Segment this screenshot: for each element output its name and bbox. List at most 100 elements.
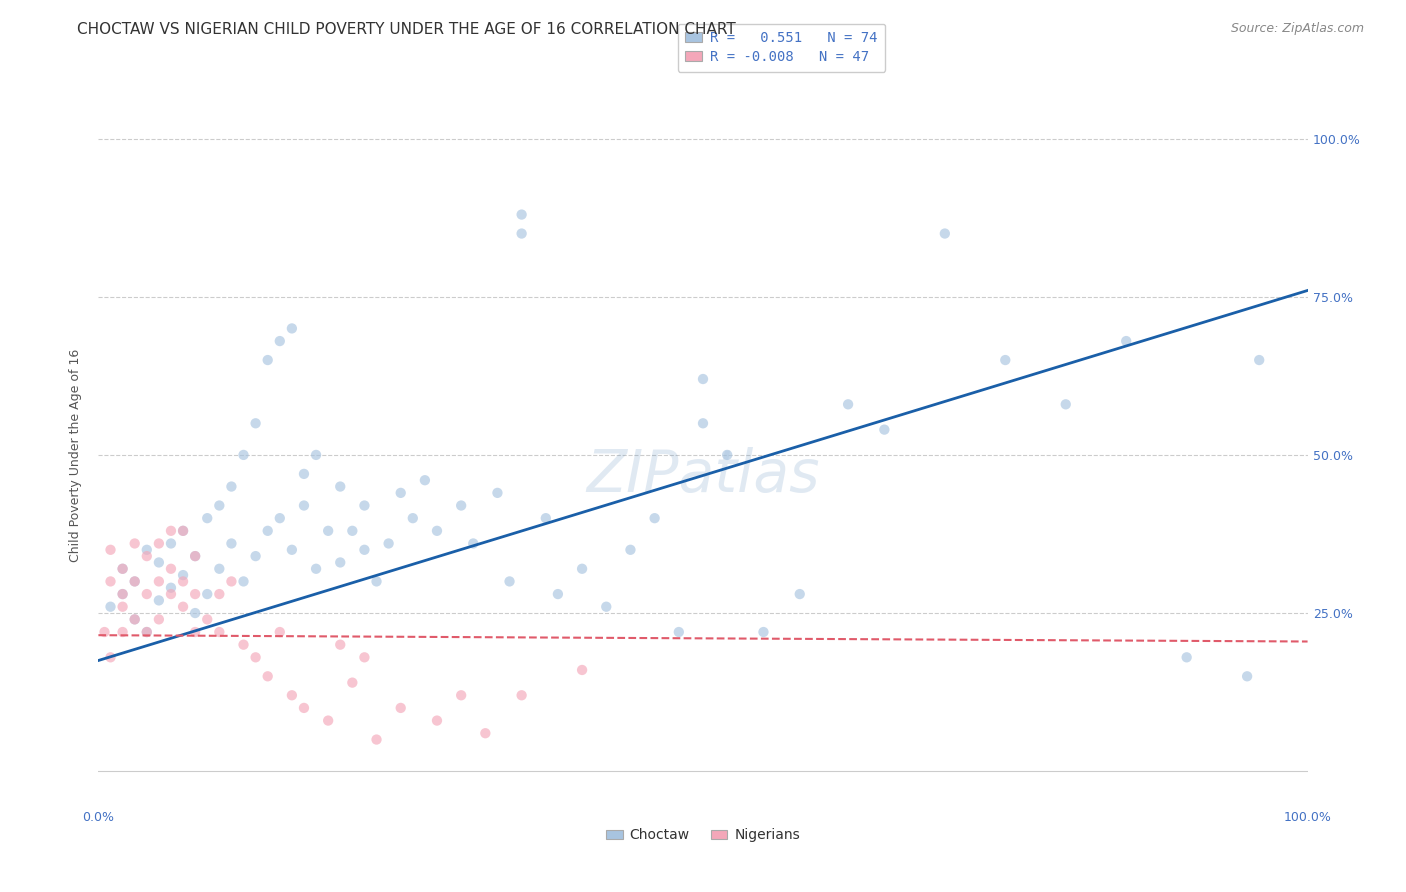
Point (135, 587, 157, 601)
Point (692, 372, 714, 386)
Point (160, 536, 183, 550)
Point (135, 549, 157, 563)
Point (160, 587, 183, 601)
Point (148, 593, 170, 607)
Point (148, 536, 170, 550)
Point (111, 562, 134, 576)
Text: Source: ZipAtlas.com: Source: ZipAtlas.com (1230, 22, 1364, 36)
Point (184, 549, 207, 563)
Point (172, 574, 194, 589)
Point (692, 417, 714, 431)
Point (135, 625, 157, 640)
Point (124, 574, 146, 589)
Point (160, 562, 183, 576)
Point (366, 574, 388, 589)
Point (547, 587, 569, 601)
Point (571, 663, 593, 677)
Point (789, 587, 811, 601)
Point (245, 650, 267, 665)
Point (353, 650, 375, 665)
Point (426, 524, 449, 538)
Point (232, 574, 254, 589)
Point (160, 581, 183, 595)
Point (100, 574, 122, 589)
Point (184, 606, 207, 620)
Point (281, 542, 304, 557)
Point (208, 625, 231, 640)
Point (305, 448, 328, 462)
Point (1054, 397, 1077, 411)
Point (184, 625, 207, 640)
Point (292, 467, 315, 481)
Point (353, 542, 375, 557)
Point (305, 562, 328, 576)
Point (221, 574, 243, 589)
Point (281, 688, 304, 702)
Point (292, 701, 315, 715)
Point (752, 625, 775, 640)
Point (195, 612, 218, 626)
Point (1249, 353, 1271, 368)
Point (1236, 669, 1258, 683)
Point (195, 587, 218, 601)
Point (160, 524, 183, 538)
Point (595, 599, 617, 614)
Point (486, 486, 509, 500)
Point (873, 423, 896, 437)
Point (619, 542, 641, 557)
Point (111, 599, 134, 614)
Point (256, 669, 278, 683)
Point (389, 701, 412, 715)
Point (426, 714, 449, 728)
Point (837, 397, 859, 411)
Point (100, 599, 122, 614)
Point (245, 417, 267, 431)
Point (474, 726, 496, 740)
Point (463, 536, 485, 550)
Point (329, 638, 352, 652)
Point (644, 511, 666, 525)
Point (232, 448, 254, 462)
Text: CHOCTAW VS NIGERIAN CHILD POVERTY UNDER THE AGE OF 16 CORRELATION CHART: CHOCTAW VS NIGERIAN CHILD POVERTY UNDER … (77, 22, 737, 37)
Y-axis label: Child Poverty Under the Age of 16: Child Poverty Under the Age of 16 (69, 348, 83, 562)
Text: ZIPatlas: ZIPatlas (586, 447, 820, 504)
Point (256, 353, 278, 368)
Point (172, 524, 194, 538)
Point (510, 227, 533, 241)
Point (221, 479, 243, 493)
Point (221, 536, 243, 550)
Point (329, 479, 352, 493)
Point (534, 511, 557, 525)
Point (316, 714, 339, 728)
Point (100, 650, 122, 665)
Point (111, 587, 134, 601)
Point (124, 536, 146, 550)
Point (571, 562, 593, 576)
Legend: Choctaw, Nigerians: Choctaw, Nigerians (600, 823, 806, 848)
Point (510, 208, 533, 222)
Point (716, 448, 738, 462)
Point (124, 612, 146, 626)
Point (208, 499, 231, 513)
Point (172, 599, 194, 614)
Point (111, 625, 134, 640)
Point (184, 549, 207, 563)
Point (342, 675, 364, 690)
Point (994, 353, 1017, 368)
Point (510, 688, 533, 702)
Point (450, 688, 472, 702)
Point (402, 511, 425, 525)
Point (377, 536, 399, 550)
Point (148, 612, 170, 626)
Point (281, 321, 304, 335)
Point (135, 625, 157, 640)
Point (172, 524, 194, 538)
Point (148, 574, 170, 589)
Point (389, 486, 412, 500)
Point (135, 542, 157, 557)
Point (208, 562, 231, 576)
Point (195, 511, 218, 525)
Point (413, 473, 436, 487)
Point (316, 524, 339, 538)
Point (184, 587, 207, 601)
